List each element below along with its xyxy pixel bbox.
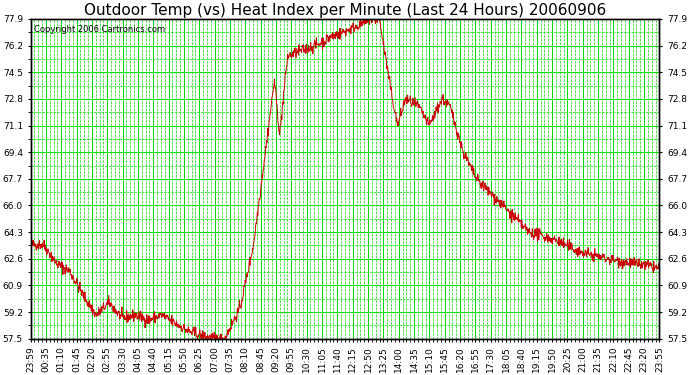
Text: Copyright 2006 Cartronics.com: Copyright 2006 Cartronics.com: [34, 26, 165, 34]
Title: Outdoor Temp (vs) Heat Index per Minute (Last 24 Hours) 20060906: Outdoor Temp (vs) Heat Index per Minute …: [84, 3, 606, 18]
